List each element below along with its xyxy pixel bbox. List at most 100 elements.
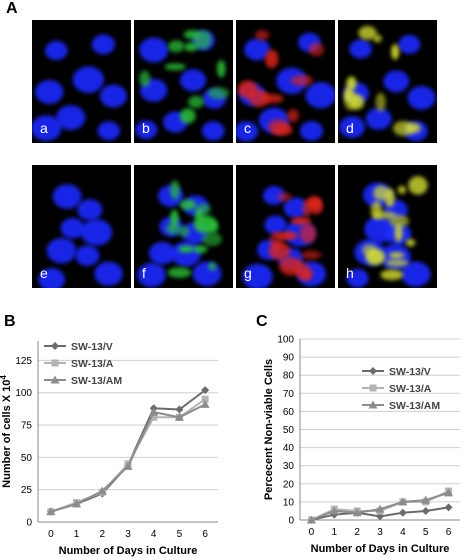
- micrograph-label: g: [244, 265, 252, 281]
- stain-blob: [408, 176, 428, 195]
- nucleus: [398, 34, 421, 54]
- stain-blob: [170, 209, 179, 227]
- nucleus: [46, 238, 77, 264]
- nucleus: [75, 245, 100, 266]
- panel-label-b: B: [4, 313, 16, 330]
- nucleus: [264, 215, 287, 235]
- micrograph-label: a: [40, 120, 48, 136]
- chart-b-cell-count: 0 25 50 75 100 125 0 1 2 3 4 5 6 Number of Days in Cu…: [0, 341, 218, 557]
- marker-square: [201, 395, 209, 403]
- stain-blob: [388, 214, 410, 228]
- nucleus: [383, 70, 410, 93]
- stain-blob: [272, 123, 293, 136]
- series-sw-13-a: [47, 395, 209, 516]
- legend-label: SW-13/V: [71, 341, 113, 353]
- chart-c-nonviable: 0 10 20 30 40 50 60 70 80 90 100 0 1 2 3 4 5 6 Number of D…: [263, 335, 460, 555]
- x-tick-label: 2: [100, 529, 106, 540]
- x-tick-label: 6: [202, 529, 208, 540]
- stain-blob: [346, 76, 357, 91]
- micrograph-c: c: [236, 20, 335, 143]
- stain-blob: [179, 108, 196, 124]
- legend-label: SW-13/AM: [389, 400, 440, 412]
- marker-triangle: [46, 507, 56, 516]
- micrograph-label: d: [346, 120, 354, 136]
- nucleus: [35, 80, 64, 104]
- micrograph-d: d: [338, 20, 437, 143]
- nucleus: [242, 263, 273, 288]
- stain-blob: [373, 34, 382, 43]
- stain-blob: [277, 192, 292, 202]
- x-tick-label: 0: [309, 527, 315, 538]
- stain-blob: [388, 252, 405, 259]
- nucleus: [72, 66, 105, 94]
- micrograph-image: [346, 176, 431, 288]
- micrograph-e: e: [32, 165, 131, 288]
- marker-square: [369, 384, 377, 392]
- marker-diamond: [369, 367, 377, 375]
- marker-triangle: [444, 488, 454, 497]
- stain-blob: [179, 199, 197, 211]
- stain-blob: [194, 30, 212, 50]
- y-tick-label: 75: [21, 421, 33, 432]
- x-tick-label: 3: [377, 527, 383, 538]
- marker-triangle: [97, 486, 107, 495]
- x-tick-label: 1: [332, 527, 338, 538]
- nucleus: [283, 197, 308, 219]
- series-sw-13-v: [46, 386, 210, 516]
- stain-blob: [216, 60, 226, 78]
- nucleus: [349, 39, 372, 59]
- stain-blob: [308, 198, 324, 214]
- stain-blob: [380, 269, 404, 281]
- nucleus: [339, 116, 366, 138]
- nucleus: [148, 241, 176, 265]
- marker-triangle: [200, 399, 210, 408]
- marker-square: [51, 359, 59, 367]
- marker-triangle: [174, 412, 184, 421]
- marker-square: [150, 413, 158, 421]
- marker-diamond: [444, 503, 453, 512]
- stain-blob: [167, 267, 192, 278]
- x-axis-title: Number of Days in Culture: [311, 543, 450, 555]
- stain-blob: [373, 185, 390, 201]
- x-tick-label: 1: [74, 529, 80, 540]
- nucleus: [80, 219, 113, 246]
- stain-blob: [405, 122, 421, 134]
- y-tick-label: 0: [288, 516, 294, 527]
- nucleus: [99, 84, 127, 108]
- stain-blob: [385, 258, 409, 267]
- nucleus: [244, 38, 271, 61]
- stain-blob: [394, 223, 403, 242]
- marker-diamond: [51, 342, 59, 350]
- y-tick-label: 80: [283, 371, 295, 382]
- marker-triangle: [421, 495, 431, 504]
- y-tick-label: 50: [21, 453, 33, 464]
- stain-blob: [391, 44, 400, 60]
- nucleus: [38, 268, 66, 288]
- nucleus: [94, 261, 123, 286]
- y-tick-label: 20: [283, 479, 295, 490]
- marker-diamond: [398, 508, 407, 517]
- y-tick-label: 70: [283, 389, 295, 400]
- y-tick-label: 10: [283, 497, 295, 508]
- y-tick-label: 90: [283, 353, 295, 364]
- y-tick-label: 100: [15, 388, 32, 399]
- nucleus: [56, 105, 86, 131]
- micrograph-label: e: [40, 265, 48, 281]
- nucleus: [201, 121, 225, 141]
- stain-blob: [170, 180, 180, 200]
- legend-label: SW-13/A: [389, 383, 432, 395]
- micrograph-image: [242, 186, 327, 288]
- panel-label-a: A: [6, 0, 18, 17]
- nucleus: [262, 186, 286, 205]
- nucleus: [91, 34, 116, 55]
- y-tick-label: 40: [283, 443, 295, 454]
- nucleus: [137, 262, 166, 288]
- x-tick-label: 5: [177, 529, 183, 540]
- nucleus: [346, 268, 369, 288]
- micrograph-label: b: [142, 120, 150, 136]
- micrograph-f: f: [134, 165, 233, 288]
- stain-blob: [207, 87, 230, 100]
- marker-triangle: [72, 499, 82, 508]
- nucleus: [305, 82, 335, 109]
- stain-blob: [301, 250, 322, 260]
